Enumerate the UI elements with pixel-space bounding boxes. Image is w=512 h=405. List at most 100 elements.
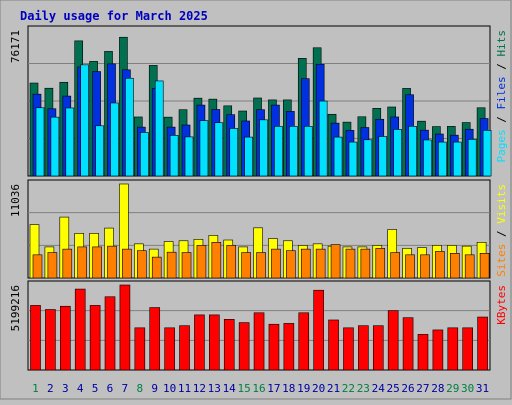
bar-sites-day-26 <box>405 254 415 279</box>
bar-sites-day-9 <box>151 256 162 279</box>
bar-pages-day-2 <box>50 116 60 177</box>
bar-kbytes-day-29 <box>447 327 459 371</box>
bar-sites-day-5 <box>92 246 102 279</box>
bar-kbytes-day-20 <box>313 289 324 371</box>
bar-pages-day-3 <box>65 107 75 177</box>
bar-sites-day-1 <box>32 254 43 279</box>
bar-kbytes-day-2 <box>45 309 56 371</box>
x-tick-label-day-8: 8 <box>136 382 143 395</box>
bar-sites-day-18 <box>286 250 296 279</box>
x-tick-label-day-24: 24 <box>372 382 386 395</box>
x-tick-label-day-15: 15 <box>237 382 250 395</box>
bar-pages-day-9 <box>154 80 164 177</box>
bar-pages-day-31 <box>482 130 492 177</box>
bar-sites-day-15 <box>241 252 251 279</box>
bar-sites-day-7 <box>122 248 132 279</box>
bar-sites-day-24 <box>375 248 386 279</box>
bar-sites-day-10 <box>166 251 177 279</box>
legend-label: Pages / Files / Hits <box>495 30 508 163</box>
bar-kbytes-day-30 <box>462 327 473 371</box>
x-tick-label-day-28: 28 <box>431 382 444 395</box>
x-axis-day-labels: 1 2 3 4 5 6 7 8 9 10 11 12 13 14 15 16 17 18 19 20 21 22 23 24 2… <box>32 382 489 395</box>
bar-pages-day-17 <box>274 126 283 177</box>
x-tick-label-day-3: 3 <box>62 382 69 395</box>
bar-sites-day-19 <box>300 248 311 279</box>
bar-kbytes-day-23 <box>358 325 369 371</box>
bar-kbytes-day-5 <box>89 305 101 371</box>
bar-pages-day-29 <box>452 141 462 177</box>
legend-part: Files <box>495 76 508 109</box>
bar-pages-day-28 <box>438 141 447 177</box>
bar-sites-day-31 <box>479 252 490 279</box>
bar-kbytes-day-12 <box>194 314 205 371</box>
bar-sites-day-20 <box>315 248 326 279</box>
bar-pages-day-19 <box>303 126 313 177</box>
legend-part: Hits <box>495 30 508 57</box>
x-tick-label-day-31: 31 <box>476 382 489 395</box>
bar-pages-day-15 <box>244 136 253 177</box>
bar-pages-day-6 <box>110 102 119 177</box>
bar-pages-day-25 <box>393 129 402 177</box>
x-tick-label-day-20: 20 <box>312 382 325 395</box>
bar-kbytes-day-9 <box>149 307 161 371</box>
x-tick-label-day-18: 18 <box>282 382 295 395</box>
bar-sites-day-29 <box>449 252 460 279</box>
bar-pages-day-8 <box>140 132 149 177</box>
bar-pages-day-26 <box>408 126 417 177</box>
bar-pages-day-18 <box>289 126 298 177</box>
bar-kbytes-day-4 <box>74 288 86 371</box>
x-tick-label-day-4: 4 <box>77 382 84 395</box>
bar-kbytes-day-27 <box>417 334 429 371</box>
x-tick-label-day-29: 29 <box>446 382 459 395</box>
bar-pages-day-22 <box>348 141 358 177</box>
x-tick-label-day-7: 7 <box>122 382 129 395</box>
bar-sites-day-12 <box>196 245 207 279</box>
bar-pages-day-20 <box>318 100 328 177</box>
bar-sites-day-3 <box>62 248 73 279</box>
legend-part: Pages <box>495 129 508 162</box>
bar-sites-day-23 <box>360 248 371 279</box>
x-tick-label-day-19: 19 <box>297 382 310 395</box>
bar-kbytes-day-1 <box>30 305 41 371</box>
x-tick-label-day-9: 9 <box>151 382 158 395</box>
bar-kbytes-day-18 <box>283 323 295 371</box>
legend-part: Sites <box>495 244 508 277</box>
bar-kbytes-day-22 <box>343 327 354 371</box>
bar-pages-day-13 <box>214 122 224 177</box>
bar-pages-day-23 <box>363 139 373 177</box>
bar-kbytes-day-31 <box>477 316 488 371</box>
legend-part: Visits <box>495 184 508 224</box>
bar-pages-day-4 <box>80 64 90 177</box>
bar-kbytes-day-13 <box>209 314 220 371</box>
legend-part: / <box>495 110 508 130</box>
x-tick-label-day-2: 2 <box>47 382 54 395</box>
bar-kbytes-day-17 <box>268 323 280 371</box>
bar-kbytes-day-25 <box>387 310 399 371</box>
x-tick-label-day-23: 23 <box>357 382 370 395</box>
bar-kbytes-day-26 <box>402 317 414 371</box>
legend-part: / <box>495 57 508 77</box>
bar-sites-day-16 <box>256 252 266 279</box>
x-tick-label-day-25: 25 <box>387 382 400 395</box>
bar-pages-day-16 <box>259 119 268 177</box>
y-max-label: 76171 <box>9 30 22 63</box>
bar-sites-day-21 <box>330 244 341 279</box>
x-tick-label-day-14: 14 <box>223 382 237 395</box>
bar-pages-day-30 <box>467 139 477 177</box>
x-tick-label-day-11: 11 <box>178 382 191 395</box>
bar-sites-day-30 <box>464 254 475 279</box>
x-tick-label-day-5: 5 <box>92 382 99 395</box>
bar-kbytes-day-28 <box>432 329 444 371</box>
x-tick-label-day-12: 12 <box>193 382 206 395</box>
bar-sites-day-27 <box>420 254 430 279</box>
bar-sites-day-28 <box>435 251 445 279</box>
x-tick-label-day-27: 27 <box>416 382 429 395</box>
bar-pages-day-21 <box>333 136 343 177</box>
bar-pages-day-7 <box>125 77 134 177</box>
bar-sites-day-22 <box>345 248 356 279</box>
chart-title: Daily usage for March 2025 <box>20 9 208 23</box>
bar-pages-day-1 <box>35 107 45 177</box>
bar-kbytes-day-7 <box>119 284 131 371</box>
bar-sites-day-11 <box>181 252 192 279</box>
